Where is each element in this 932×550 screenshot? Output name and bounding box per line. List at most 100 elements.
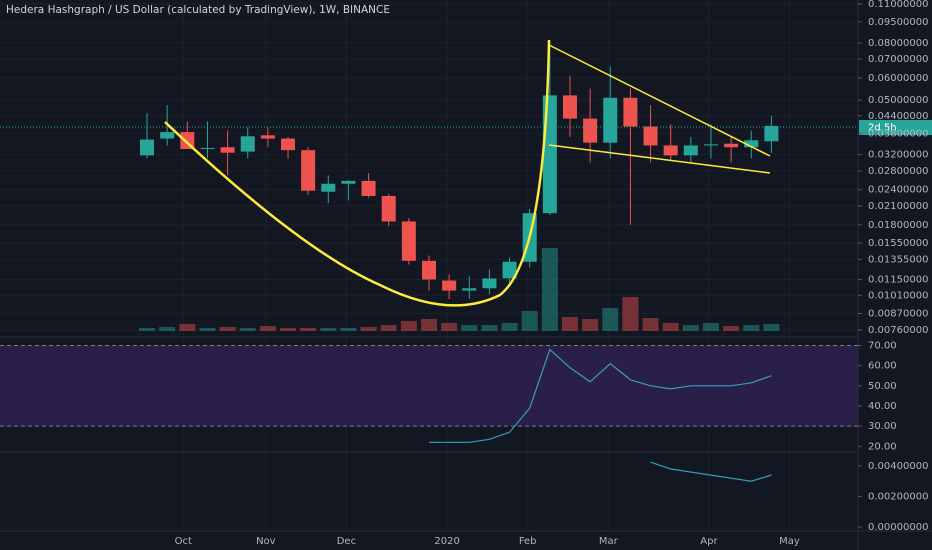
x-tick-label: Mar	[599, 536, 619, 547]
candle-body	[321, 183, 336, 192]
candle-body	[663, 145, 678, 156]
y-tick-label: 0.01150000	[868, 274, 928, 285]
candle-body	[542, 95, 557, 214]
y-tick-label: 0.01550000	[868, 238, 928, 249]
candle-body	[603, 97, 618, 143]
y-tick-label: 0.11000000	[868, 0, 928, 10]
volume-bar	[702, 323, 719, 331]
candle-body	[623, 97, 638, 127]
y-tick-label: 20.00	[868, 441, 897, 452]
volume-bar	[320, 328, 337, 331]
y-tick-label: 0.06000000	[868, 73, 928, 84]
volume-bar	[521, 311, 538, 331]
candle-body	[562, 95, 577, 119]
volume-bar	[642, 318, 659, 331]
volume-bar	[501, 323, 518, 331]
y-tick-label: 0.00200000	[868, 492, 928, 503]
y-tick-label: 0.00000000	[868, 522, 928, 533]
candle-body	[422, 260, 436, 280]
x-tick-label: Feb	[519, 536, 537, 547]
y-tick-label: 0.05000000	[868, 95, 928, 106]
volume-bar	[461, 325, 478, 331]
volume-bar	[602, 308, 619, 331]
volume-bar	[159, 327, 176, 331]
volume-bar	[300, 328, 317, 331]
volume-bar	[723, 326, 740, 331]
y-tick-label: 0.00870000	[868, 309, 928, 320]
y-tick-label: 0.08000000	[868, 38, 928, 49]
y-tick-label: 0.01800000	[868, 220, 928, 231]
time-remaining: 2d 5h	[868, 123, 897, 134]
indicator-line	[650, 461, 772, 482]
volume-bar	[340, 328, 357, 331]
volume-bar	[421, 319, 437, 331]
volume-bar	[179, 324, 196, 331]
candle-body	[502, 261, 517, 279]
candle-body	[462, 288, 477, 291]
candle-body	[200, 147, 215, 150]
y-tick-label: 0.02100000	[868, 201, 928, 212]
price-label-box	[859, 120, 932, 135]
volume-bar	[622, 297, 639, 331]
y-tick-label: 0.04400000	[868, 111, 928, 122]
grid	[0, 0, 858, 531]
y-tick-label: 0.03800000	[868, 129, 928, 140]
x-tick-label: May	[779, 536, 800, 547]
candle-body	[764, 125, 779, 142]
candle-body	[341, 180, 356, 184]
trend-line	[548, 44, 771, 157]
cup-drawing	[164, 39, 551, 307]
candle-body	[361, 180, 376, 196]
volume-bar	[259, 326, 276, 331]
x-tick-label: Dec	[337, 536, 356, 547]
candle-body	[240, 136, 255, 152]
volume-bar	[582, 319, 599, 331]
candle-body	[703, 144, 718, 146]
candle-body	[724, 143, 739, 148]
candle-body	[683, 145, 698, 156]
y-tick-label: 0.01010000	[868, 290, 928, 301]
candle-body	[583, 118, 598, 143]
candle-body	[442, 280, 457, 291]
volume-bar	[743, 325, 760, 331]
y-tick-label: 0.00400000	[868, 461, 928, 472]
y-tick-label: 0.00760000	[868, 325, 928, 336]
volume-bar	[561, 317, 578, 331]
volume-bar	[441, 323, 458, 331]
chart-title: Hedera Hashgraph / US Dollar (calculated…	[6, 4, 390, 16]
candle-body	[160, 132, 175, 139]
volume-bar	[682, 325, 699, 331]
x-tick-label: Oct	[175, 536, 192, 547]
y-tick-label: 0.02400000	[868, 185, 928, 196]
volume-bar	[239, 328, 256, 331]
y-tick-label: 70.00	[868, 340, 897, 351]
volume-bar	[763, 324, 780, 331]
y-tick-label: 40.00	[868, 401, 897, 412]
volume-bar	[360, 327, 377, 331]
y-tick-label: 50.00	[868, 381, 897, 392]
y-tick-label: 0.09500000	[868, 17, 928, 28]
volume-bar	[199, 328, 216, 331]
candle-body	[482, 278, 497, 289]
y-tick-label: 60.00	[868, 361, 897, 372]
volume-bar	[541, 248, 558, 331]
volume-bar	[481, 325, 498, 331]
y-tick-label: 0.01355000	[868, 254, 928, 265]
volume-bar	[280, 328, 297, 331]
candle-body	[744, 140, 759, 148]
y-tick-label: 0.03200000	[868, 150, 928, 161]
candle-body	[643, 126, 658, 146]
x-tick-label: Apr	[700, 536, 718, 547]
x-tick-label: Nov	[256, 536, 276, 547]
volume-bar	[219, 327, 236, 331]
volume-bar	[662, 323, 679, 331]
trend-line	[548, 144, 771, 174]
candle-body	[301, 150, 316, 191]
volume-bar	[139, 328, 156, 331]
candle-body	[381, 195, 396, 222]
y-tick-label: 0.07000000	[868, 54, 928, 65]
candle-body	[140, 139, 155, 156]
candle-body	[260, 135, 275, 139]
